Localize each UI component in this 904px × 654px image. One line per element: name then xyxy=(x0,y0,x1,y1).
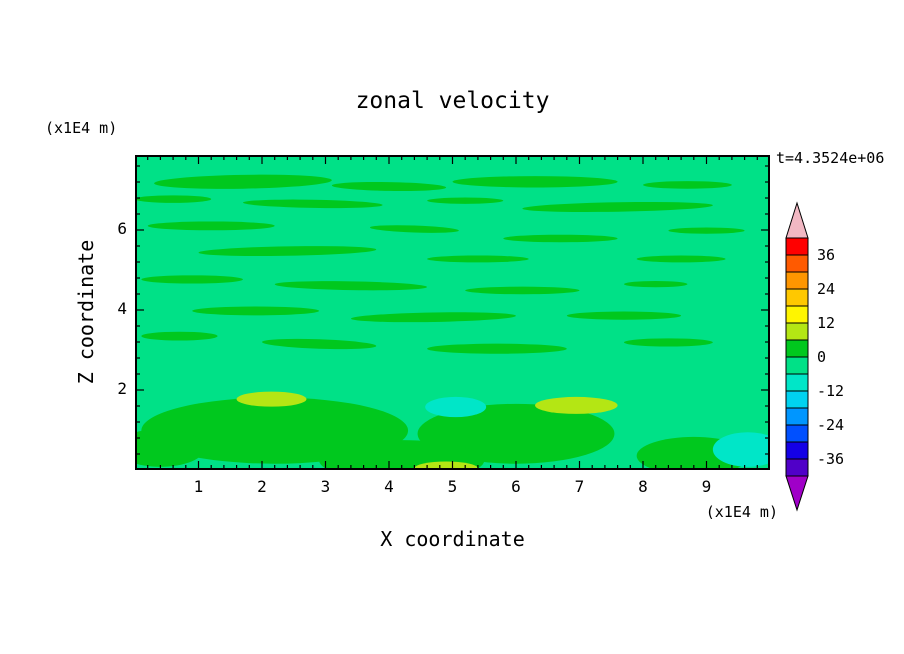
colorbar-segment xyxy=(785,305,809,324)
contour-region-green xyxy=(262,338,377,350)
x-tick-label: 9 xyxy=(701,477,712,496)
colorbar-over-arrow xyxy=(785,201,809,239)
x-tick-label: 1 xyxy=(193,477,204,496)
colorbar-under-arrow xyxy=(785,475,809,512)
y-tick-label: 6 xyxy=(117,219,127,238)
colorbar-segment xyxy=(785,356,809,375)
x-axis-unit-label: (x1E4 m) xyxy=(705,503,778,521)
x-tick-label: 8 xyxy=(638,477,648,496)
contour-region-green xyxy=(141,275,243,284)
contour-region-green xyxy=(452,176,618,188)
colorbar-segment xyxy=(785,288,809,307)
contour-region-green xyxy=(350,312,516,323)
colorbar-segment xyxy=(785,441,809,460)
contour-region-green xyxy=(623,281,688,288)
colorbar-tick-label: 36 xyxy=(817,246,836,264)
contour-region-green xyxy=(135,195,212,203)
contour-region-green xyxy=(369,225,459,233)
contour-region-yellow_green xyxy=(535,396,618,414)
contour-region-cyan xyxy=(712,432,770,467)
colorbar-segment xyxy=(785,373,809,392)
colorbar-segment xyxy=(785,237,809,256)
colorbar-tick-label: 24 xyxy=(817,280,836,298)
contour-region-green xyxy=(135,429,205,467)
y-tick-label: 2 xyxy=(117,379,127,398)
contour-region-green xyxy=(522,201,713,212)
contour-region-green xyxy=(141,331,218,341)
contour-plot xyxy=(135,155,770,470)
contour-region-green xyxy=(427,343,567,354)
x-axis-title: X coordinate xyxy=(380,527,525,551)
plot-frame xyxy=(135,155,770,470)
contour-region-green xyxy=(198,246,377,257)
contour-region-green xyxy=(427,255,529,263)
colorbar-segment xyxy=(785,339,809,358)
colorbar-tick-label: -36 xyxy=(817,450,845,468)
contour-region-green xyxy=(503,234,618,243)
colorbar-tick-label: -24 xyxy=(817,416,845,434)
colorbar-segment xyxy=(785,407,809,426)
contour-region-green xyxy=(331,181,447,192)
x-tick-label: 3 xyxy=(320,477,331,496)
x-tick-label: 5 xyxy=(447,477,458,496)
contour-region-green xyxy=(623,338,713,347)
time-annotation: t=4.3524e+06 xyxy=(776,149,885,167)
colorbar-segment xyxy=(785,271,809,290)
contour-region-green xyxy=(668,227,745,234)
x-tick-label: 6 xyxy=(511,477,521,496)
contour-region-green xyxy=(566,311,682,320)
x-tick-label: 2 xyxy=(257,477,267,496)
colorbar-segment xyxy=(785,424,809,443)
chart-title: zonal velocity xyxy=(355,88,550,114)
y-axis-unit-label: (x1E4 m) xyxy=(45,119,118,137)
colorbar-segment xyxy=(785,390,809,409)
colorbar-tick-label: -12 xyxy=(817,382,845,400)
contour-field xyxy=(135,155,770,470)
colorbar-tick-label: 0 xyxy=(817,348,827,366)
y-tick-label: 4 xyxy=(117,299,127,318)
contour-region-green xyxy=(147,221,275,231)
contour-region-green xyxy=(274,281,428,291)
colorbar-tick-label: 12 xyxy=(817,314,836,332)
contour-region-green xyxy=(636,255,726,263)
x-tick-label: 7 xyxy=(574,477,585,496)
contour-region-green xyxy=(427,197,504,204)
contour-region-green xyxy=(242,199,383,209)
x-tick-label: 4 xyxy=(384,477,394,496)
contour-region-yellow_green xyxy=(414,461,478,470)
contour-region-cyan xyxy=(425,396,487,418)
contour-region-green xyxy=(154,174,332,189)
contour-region-green xyxy=(643,181,732,189)
contour-region-green xyxy=(192,306,320,316)
colorbar xyxy=(785,201,809,512)
colorbar-segment xyxy=(785,458,809,477)
contour-region-green xyxy=(465,286,580,295)
colorbar-segment xyxy=(785,254,809,273)
colorbar-segment xyxy=(785,322,809,341)
contour-region-yellow_green xyxy=(236,391,307,407)
